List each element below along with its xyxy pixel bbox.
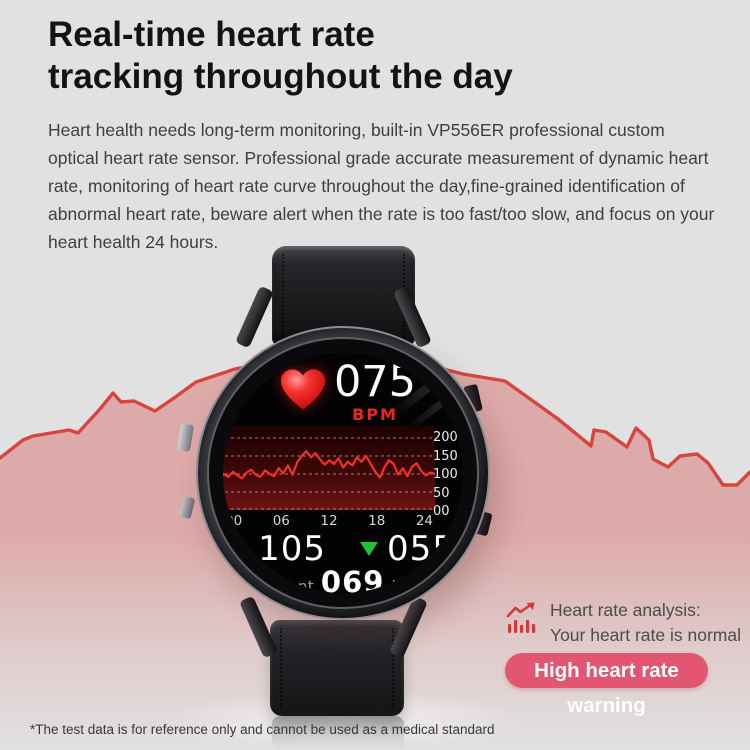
- bpm-label: BPM: [352, 405, 398, 424]
- strap-reflection: [272, 716, 404, 750]
- watch-button-left-upper: [176, 423, 195, 452]
- analysis-text: Heart rate analysis: Your heart rate is …: [550, 598, 741, 648]
- x-tick-label: 12: [320, 513, 338, 529]
- description-text: Heart health needs long-term monitoring,…: [48, 120, 715, 252]
- y-tick-label: 150: [433, 448, 458, 464]
- background-line: [0, 354, 750, 487]
- analysis-chart-icon: [506, 602, 536, 635]
- y-tick-label: 50: [433, 485, 450, 501]
- high-heart-rate-warning-button[interactable]: High heart rate warning: [505, 653, 708, 717]
- y-tick-label: 00: [433, 504, 450, 519]
- title-line-1: Real-time heart rate: [48, 15, 375, 54]
- x-tick-label: 18: [368, 513, 386, 529]
- watch-button-left-lower: [178, 495, 196, 520]
- heart-icon: [279, 367, 327, 413]
- analysis-line-1: Heart rate analysis:: [550, 600, 701, 620]
- analysis-line-2: Your heart rate is normal: [550, 625, 741, 645]
- watch-heartrate-line: [223, 450, 435, 480]
- disclaimer-text: *The test data is for reference only and…: [30, 722, 495, 737]
- high-value: 105: [258, 529, 326, 569]
- y-tick-label: 100: [433, 467, 458, 482]
- high-low-row: 105 055: [223, 532, 463, 566]
- watch-screen: 075 BPM 200 150 100 50 00 00 06 12 18 24 105 055…: [223, 353, 463, 593]
- page-title: Real-time heart rate tracking throughout…: [48, 14, 513, 98]
- y-tick-label: 200: [433, 430, 458, 445]
- x-tick-label: 06: [272, 513, 290, 529]
- bpm-value: 075: [333, 357, 417, 407]
- recent-value: 069: [320, 565, 385, 593]
- recent-row: Recent 069 bpm: [223, 565, 463, 593]
- heart-rate-chart: [223, 426, 435, 510]
- recent-unit: bpm: [391, 577, 428, 593]
- chart-x-axis-labels: 00 06 12 18 24: [225, 513, 433, 529]
- low-triangle-icon: [360, 542, 378, 556]
- high-triangle-icon: [231, 542, 250, 556]
- watch-strap-bottom: [270, 620, 404, 716]
- low-value: 055: [387, 529, 455, 569]
- watch-lug-top-left: [235, 285, 274, 349]
- chart-y-axis-labels: 200 150 100 50 00: [433, 431, 463, 518]
- recent-label: Recent: [258, 577, 314, 593]
- watch-chart-svg: [223, 437, 435, 510]
- x-tick-label: 24: [415, 513, 433, 529]
- x-tick-label: 00: [225, 513, 243, 529]
- analysis-note: Heart rate analysis: Your heart rate is …: [506, 598, 741, 648]
- title-line-2: tracking throughout the day: [48, 57, 513, 96]
